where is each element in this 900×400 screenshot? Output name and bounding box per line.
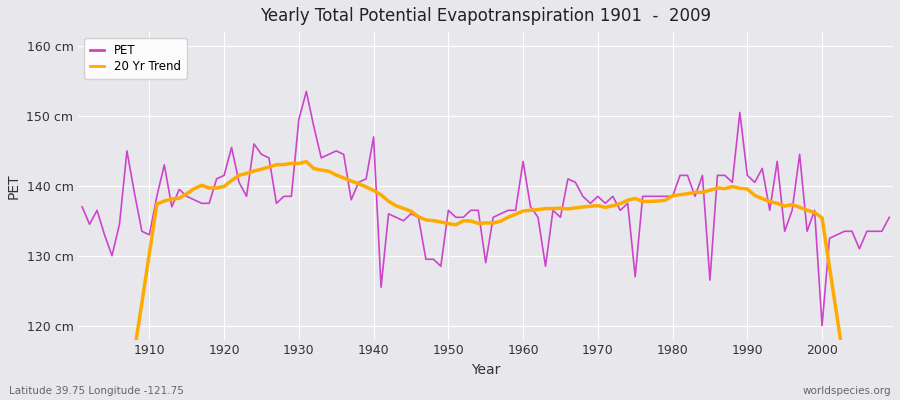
20 Yr Trend bbox=[137, 300, 148, 305]
PET bbox=[526, 204, 536, 209]
20 Yr Trend bbox=[309, 166, 320, 171]
Line: PET: PET bbox=[82, 92, 889, 326]
20 Yr Trend bbox=[526, 208, 536, 213]
Y-axis label: PET: PET bbox=[7, 173, 21, 199]
20 Yr Trend bbox=[301, 159, 311, 164]
Line: 20 Yr Trend: 20 Yr Trend bbox=[82, 162, 889, 400]
Legend: PET, 20 Yr Trend: PET, 20 Yr Trend bbox=[85, 38, 186, 79]
PET bbox=[816, 323, 827, 328]
PET bbox=[884, 215, 895, 220]
20 Yr Trend bbox=[518, 209, 528, 214]
Title: Yearly Total Potential Evapotranspiration 1901  -  2009: Yearly Total Potential Evapotranspiratio… bbox=[260, 7, 711, 25]
PET bbox=[309, 124, 320, 129]
20 Yr Trend bbox=[353, 181, 364, 186]
X-axis label: Year: Year bbox=[471, 363, 500, 377]
20 Yr Trend bbox=[615, 201, 626, 206]
PET bbox=[301, 89, 311, 94]
PET bbox=[76, 204, 87, 209]
Text: worldspecies.org: worldspecies.org bbox=[803, 386, 891, 396]
PET bbox=[518, 159, 528, 164]
PET bbox=[615, 208, 626, 213]
Text: Latitude 39.75 Longitude -121.75: Latitude 39.75 Longitude -121.75 bbox=[9, 386, 184, 396]
PET bbox=[353, 180, 364, 185]
PET bbox=[137, 229, 148, 234]
